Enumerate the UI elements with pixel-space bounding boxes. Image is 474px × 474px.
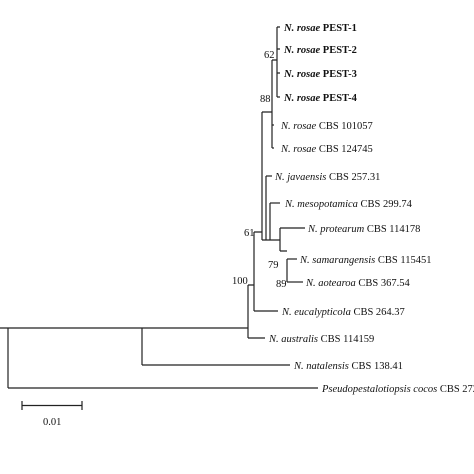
bootstrap-89: 89 — [276, 279, 287, 290]
branch-node61 — [254, 112, 263, 240]
scale-bar-line — [21, 401, 83, 410]
scale-bar: 0.01 — [21, 401, 83, 428]
bootstrap-100: 100 — [232, 276, 248, 287]
branch-node79 — [280, 250, 288, 282]
taxon-label-aotearoa: N. aotearoa CBS 367.54 — [305, 278, 411, 289]
branch-node62 — [272, 27, 278, 97]
branch-node81 — [266, 203, 271, 241]
taxon-label-pest2: N. rosae PEST-2 — [283, 45, 357, 56]
taxon-label-pest4: N. rosae PEST-4 — [283, 93, 358, 104]
branch-node98 — [248, 232, 255, 311]
branch-node80 — [262, 176, 267, 241]
taxon-label-rosae124745: N. rosae CBS 124745 — [280, 144, 373, 155]
branch-node100 — [142, 285, 249, 338]
branch-ingroup — [8, 327, 143, 365]
bootstrap-88: 88 — [260, 94, 271, 105]
taxon-label-australis: N. australis CBS 114159 — [268, 334, 374, 345]
taxon-label-pest1: N. rosae PEST-1 — [283, 23, 357, 34]
branch-pest-tips — [277, 26, 280, 98]
taxon-label-mesopotamica: N. mesopotamica CBS 299.74 — [284, 199, 413, 210]
taxon-label-pest3: N. rosae PEST-3 — [283, 69, 357, 80]
branch-node82 — [270, 228, 281, 251]
taxon-label-samarangensis: N. samarangensis CBS 115451 — [299, 255, 431, 266]
tree-branches — [0, 26, 318, 389]
bootstrap-values: 62 88 61 100 79 89 — [232, 50, 287, 290]
bootstrap-79: 79 — [268, 260, 279, 271]
branch-node88 — [262, 60, 273, 148]
taxon-label-eucalypticola: N. eucalypticola CBS 264.37 — [281, 307, 405, 318]
taxon-label-javaensis: N. javaensis CBS 257.31 — [274, 172, 380, 183]
taxon-label-cocos: Pseudopestalotiopsis cocos CBS 272.29 — [321, 384, 474, 395]
branch-root — [0, 327, 9, 388]
taxon-label-protearum: N. protearum CBS 114178 — [307, 224, 420, 235]
taxon-label-rosae101057: N. rosae CBS 101057 — [280, 121, 373, 132]
taxon-labels: N. rosae PEST-1 N. rosae PEST-2 N. rosae… — [268, 23, 474, 395]
scale-bar-label: 0.01 — [43, 417, 61, 428]
taxon-label-natalensis: N. natalensis CBS 138.41 — [293, 361, 403, 372]
bootstrap-62: 62 — [264, 50, 275, 61]
bootstrap-61: 61 — [244, 228, 255, 239]
